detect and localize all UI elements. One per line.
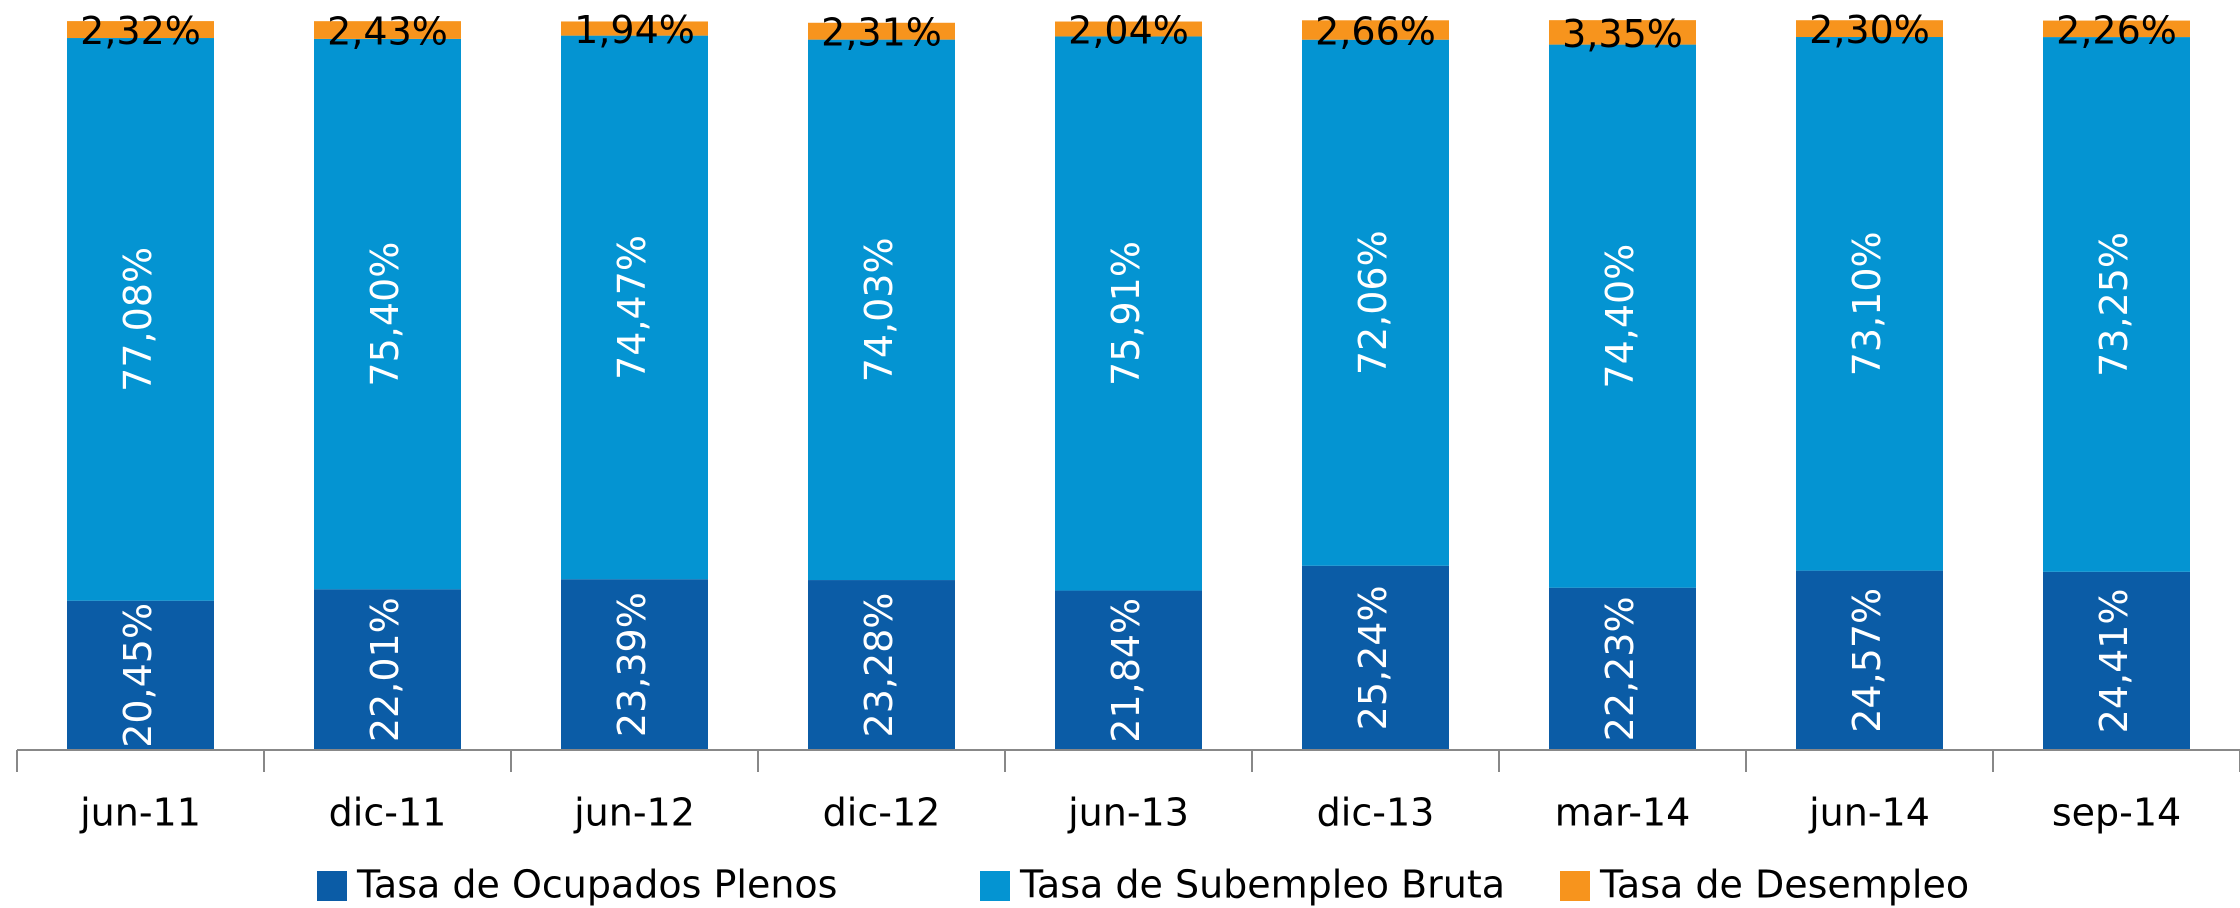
bar-segment (2043, 20, 2190, 38)
bar-segment (1549, 587, 1696, 750)
legend-swatch (317, 871, 347, 901)
legend-label: Tasa de Desempleo (1599, 863, 1969, 907)
x-tick-label: mar-14 (1555, 791, 1691, 835)
bar-segment (1055, 590, 1202, 750)
value-label: 22,23% (1598, 596, 1642, 741)
bar-segment (1796, 20, 1943, 38)
bar-segment (1055, 36, 1202, 591)
bar-segment (314, 21, 461, 39)
value-label: 23,39% (610, 592, 654, 737)
value-label: 25,24% (1351, 585, 1395, 730)
bar-segment (1302, 20, 1449, 40)
bar-segment (67, 21, 214, 39)
x-tick-label: dic-13 (1317, 791, 1435, 835)
bar-segment (1302, 39, 1449, 566)
value-label: 3,35% (1562, 12, 1683, 56)
bar-segment (67, 600, 214, 750)
bar-segment (2043, 37, 2190, 572)
legend-label: Tasa de Ocupados Plenos (356, 863, 837, 907)
legend-swatch (1560, 871, 1590, 901)
value-label: 77,08% (116, 247, 160, 392)
value-label: 2,26% (2056, 8, 2177, 52)
value-label: 1,94% (574, 8, 695, 52)
value-label: 21,84% (1104, 598, 1148, 743)
value-label: 2,31% (821, 11, 942, 55)
x-tick-label: jun-14 (1808, 791, 1930, 835)
value-label: 20,45% (116, 603, 160, 748)
value-label: 2,04% (1068, 8, 1189, 52)
value-label: 2,32% (80, 9, 201, 53)
value-label: 74,47% (610, 235, 654, 380)
x-tick-label: sep-14 (2052, 791, 2181, 835)
x-tick-label: jun-13 (1067, 791, 1189, 835)
bar-segment (2043, 571, 2190, 750)
value-label: 24,57% (1845, 588, 1889, 733)
bar-segment (561, 579, 708, 750)
x-tick-label: jun-12 (573, 791, 695, 835)
legend-label: Tasa de Subempleo Bruta (1019, 863, 1505, 907)
bar-segment (808, 39, 955, 581)
value-label: 75,40% (363, 242, 407, 387)
legend-swatch (980, 871, 1010, 901)
value-label: 23,28% (857, 593, 901, 738)
bar-segment (1796, 37, 1943, 571)
bar-segment (314, 589, 461, 750)
value-label: 2,30% (1809, 8, 1930, 52)
value-label: 2,43% (327, 10, 448, 54)
bar-segment (1302, 565, 1449, 750)
x-tick-label: dic-11 (329, 791, 447, 835)
bar-segment (808, 580, 955, 750)
bar-segment (67, 38, 214, 601)
bar-segment (1055, 21, 1202, 37)
bar-segment (808, 22, 955, 40)
value-label: 74,03% (857, 237, 901, 382)
bar-segment (314, 38, 461, 590)
value-label: 73,10% (1845, 231, 1889, 376)
value-label: 2,66% (1315, 10, 1436, 54)
bar-segment (1549, 44, 1696, 588)
value-label: 75,91% (1104, 241, 1148, 386)
bar-segment (561, 21, 708, 36)
value-label: 74,40% (1598, 244, 1642, 389)
value-label: 24,41% (2092, 588, 2136, 733)
value-label: 73,25% (2092, 232, 2136, 377)
bar-segment (561, 35, 708, 580)
value-label: 22,01% (363, 597, 407, 742)
bar-segment (1549, 20, 1696, 45)
bar-segment (1796, 570, 1943, 750)
x-tick-label: dic-12 (823, 791, 941, 835)
x-tick-label: jun-11 (79, 791, 201, 835)
value-label: 72,06% (1351, 230, 1395, 375)
